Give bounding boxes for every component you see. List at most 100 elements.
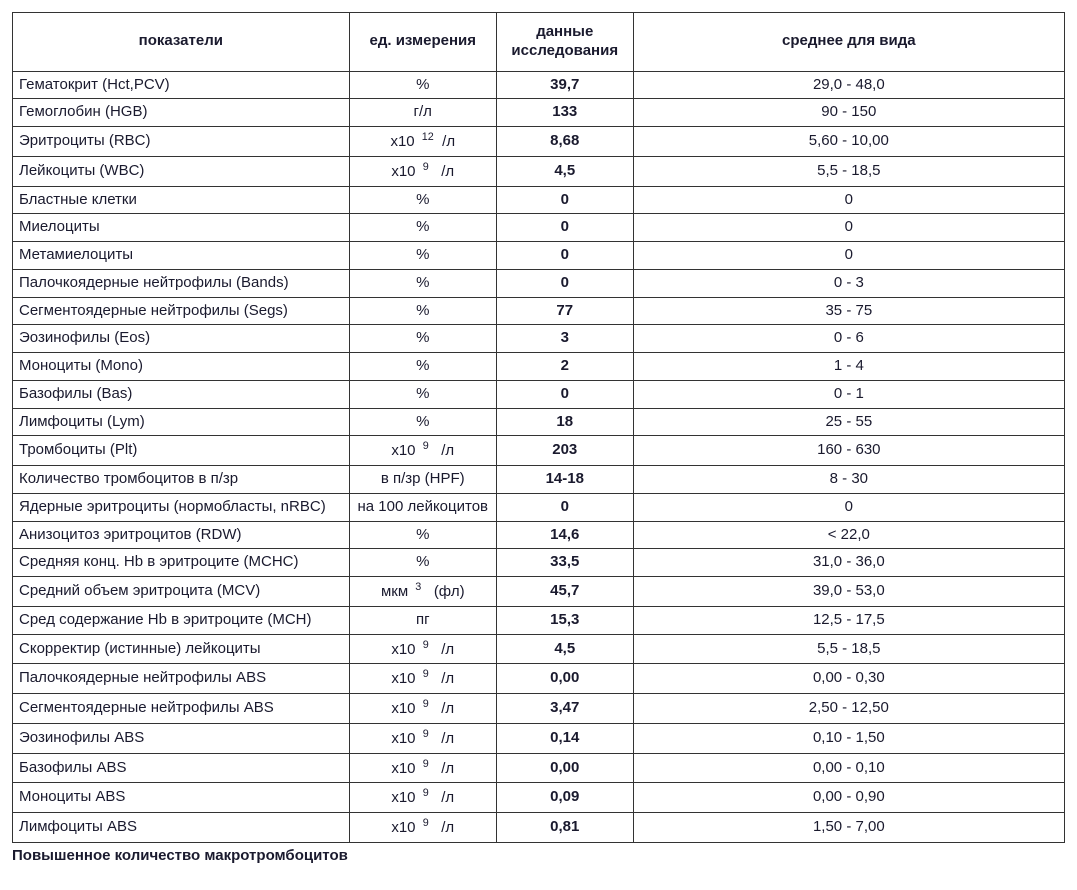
cell-unit: x10 9 /л (349, 723, 496, 753)
cell-reference: 1 - 4 (633, 353, 1064, 381)
cell-unit: x10 9 /л (349, 436, 496, 466)
table-row: Средний объем эритроцита (MCV)мкм 3 (фл)… (13, 577, 1065, 607)
table-row: Гемоглобин (HGB)г/л13390 - 150 (13, 99, 1065, 127)
table-row: Лейкоциты (WBC)x10 9 /л4,55,5 - 18,5 (13, 156, 1065, 186)
table-row: Эозинофилы (Eos)%30 - 6 (13, 325, 1065, 353)
cell-value: 2 (496, 353, 633, 381)
cell-unit: % (349, 269, 496, 297)
table-row: Моноциты ABSx10 9 /л0,090,00 - 0,90 (13, 783, 1065, 813)
cell-value: 0 (496, 380, 633, 408)
cell-parameter: Палочкоядерные нейтрофилы (Bands) (13, 269, 350, 297)
cell-value: 4,5 (496, 634, 633, 664)
cell-reference: 12,5 - 17,5 (633, 606, 1064, 634)
cell-parameter: Лейкоциты (WBC) (13, 156, 350, 186)
cell-unit: на 100 лейкоцитов (349, 493, 496, 521)
cell-reference: 8 - 30 (633, 466, 1064, 494)
cell-parameter: Моноциты ABS (13, 783, 350, 813)
cell-parameter: Сегментоядерные нейтрофилы (Segs) (13, 297, 350, 325)
cell-unit: г/л (349, 99, 496, 127)
cell-reference: 0 - 1 (633, 380, 1064, 408)
cell-value: 45,7 (496, 577, 633, 607)
table-row: Базофилы ABSx10 9 /л0,000,00 - 0,10 (13, 753, 1065, 783)
cell-value: 0,00 (496, 753, 633, 783)
cell-parameter: Метамиелоциты (13, 242, 350, 270)
cell-parameter: Гематокрит (Hct,PCV) (13, 71, 350, 99)
cell-value: 0,14 (496, 723, 633, 753)
cell-value: 33,5 (496, 549, 633, 577)
table-row: Лимфоциты ABSx10 9 /л0,811,50 - 7,00 (13, 813, 1065, 843)
cell-parameter: Сред содержание Hb в эритроците (MCH) (13, 606, 350, 634)
cell-unit: % (349, 71, 496, 99)
cell-value: 4,5 (496, 156, 633, 186)
cell-value: 0,09 (496, 783, 633, 813)
cell-value: 133 (496, 99, 633, 127)
table-row: Сред содержание Hb в эритроците (MCH)пг1… (13, 606, 1065, 634)
cell-unit: в п/зр (HPF) (349, 466, 496, 494)
table-row: Сегментоядерные нейтрофилы ABSx10 9 /л3,… (13, 694, 1065, 724)
header-parameter: показатели (13, 13, 350, 72)
cell-unit: % (349, 242, 496, 270)
cell-unit: x10 9 /л (349, 753, 496, 783)
cell-reference: 31,0 - 36,0 (633, 549, 1064, 577)
cell-parameter: Сегментоядерные нейтрофилы ABS (13, 694, 350, 724)
cell-reference: 160 - 630 (633, 436, 1064, 466)
cell-value: 0,81 (496, 813, 633, 843)
cell-value: 14,6 (496, 521, 633, 549)
table-row: Миелоциты%00 (13, 214, 1065, 242)
cell-parameter: Ядерные эритроциты (нормобласты, nRBC) (13, 493, 350, 521)
table-row: Палочкоядерные нейтрофилы (Bands)%00 - 3 (13, 269, 1065, 297)
cell-value: 15,3 (496, 606, 633, 634)
cell-parameter: Скорректир (истинные) лейкоциты (13, 634, 350, 664)
table-row: Средняя конц. Hb в эритроците (MCHC)%33,… (13, 549, 1065, 577)
cell-value: 0 (496, 493, 633, 521)
header-unit: ед. измерения (349, 13, 496, 72)
table-row: Ядерные эритроциты (нормобласты, nRBC)на… (13, 493, 1065, 521)
table-row: Сегментоядерные нейтрофилы (Segs)%7735 -… (13, 297, 1065, 325)
cell-unit: % (349, 186, 496, 214)
cell-unit: x10 9 /л (349, 664, 496, 694)
cell-reference: 5,5 - 18,5 (633, 156, 1064, 186)
cell-parameter: Эозинофилы ABS (13, 723, 350, 753)
cell-value: 0 (496, 269, 633, 297)
cell-value: 14-18 (496, 466, 633, 494)
cell-parameter: Лимфоциты ABS (13, 813, 350, 843)
cell-reference: 0 (633, 242, 1064, 270)
cell-unit: % (349, 408, 496, 436)
cell-reference: < 22,0 (633, 521, 1064, 549)
cell-parameter: Средний объем эритроцита (MCV) (13, 577, 350, 607)
cell-reference: 39,0 - 53,0 (633, 577, 1064, 607)
table-row: Лимфоциты (Lym)%1825 - 55 (13, 408, 1065, 436)
cell-unit: % (349, 325, 496, 353)
cell-parameter: Миелоциты (13, 214, 350, 242)
cell-unit: пг (349, 606, 496, 634)
footer-note: Повышенное количество макротромбоцитов (12, 847, 1065, 864)
cell-unit: % (349, 297, 496, 325)
table-row: Эозинофилы ABSx10 9 /л0,140,10 - 1,50 (13, 723, 1065, 753)
cell-value: 0 (496, 242, 633, 270)
cell-reference: 0,00 - 0,30 (633, 664, 1064, 694)
blood-test-table: показатели ед. измерения данные исследов… (12, 12, 1065, 843)
table-row: Тромбоциты (Plt)x10 9 /л203160 - 630 (13, 436, 1065, 466)
table-row: Палочкоядерные нейтрофилы ABSx10 9 /л 0,0… (13, 664, 1065, 694)
cell-parameter: Эритроциты (RBC) (13, 127, 350, 157)
cell-unit: % (349, 549, 496, 577)
cell-value: 8,68 (496, 127, 633, 157)
cell-parameter: Базофилы ABS (13, 753, 350, 783)
header-value: данные исследования (496, 13, 633, 72)
cell-unit: % (349, 380, 496, 408)
cell-unit: мкм 3 (фл) (349, 577, 496, 607)
cell-unit: x10 9 /л (349, 156, 496, 186)
cell-unit: % (349, 214, 496, 242)
cell-parameter: Палочкоядерные нейтрофилы ABS (13, 664, 350, 694)
table-row: Гематокрит (Hct,PCV)%39,729,0 - 48,0 (13, 71, 1065, 99)
cell-reference: 25 - 55 (633, 408, 1064, 436)
cell-reference: 0 (633, 214, 1064, 242)
cell-unit: x10 9 /л (349, 634, 496, 664)
cell-unit: x10 9 /л (349, 783, 496, 813)
cell-value: 3 (496, 325, 633, 353)
table-row: Анизоцитоз эритроцитов (RDW)%14,6< 22,0 (13, 521, 1065, 549)
cell-unit: x10 9 /л (349, 813, 496, 843)
cell-reference: 35 - 75 (633, 297, 1064, 325)
table-row: Количество тромбоцитов в п/зрв п/зр (HPF… (13, 466, 1065, 494)
table-row: Базофилы (Bas)%00 - 1 (13, 380, 1065, 408)
